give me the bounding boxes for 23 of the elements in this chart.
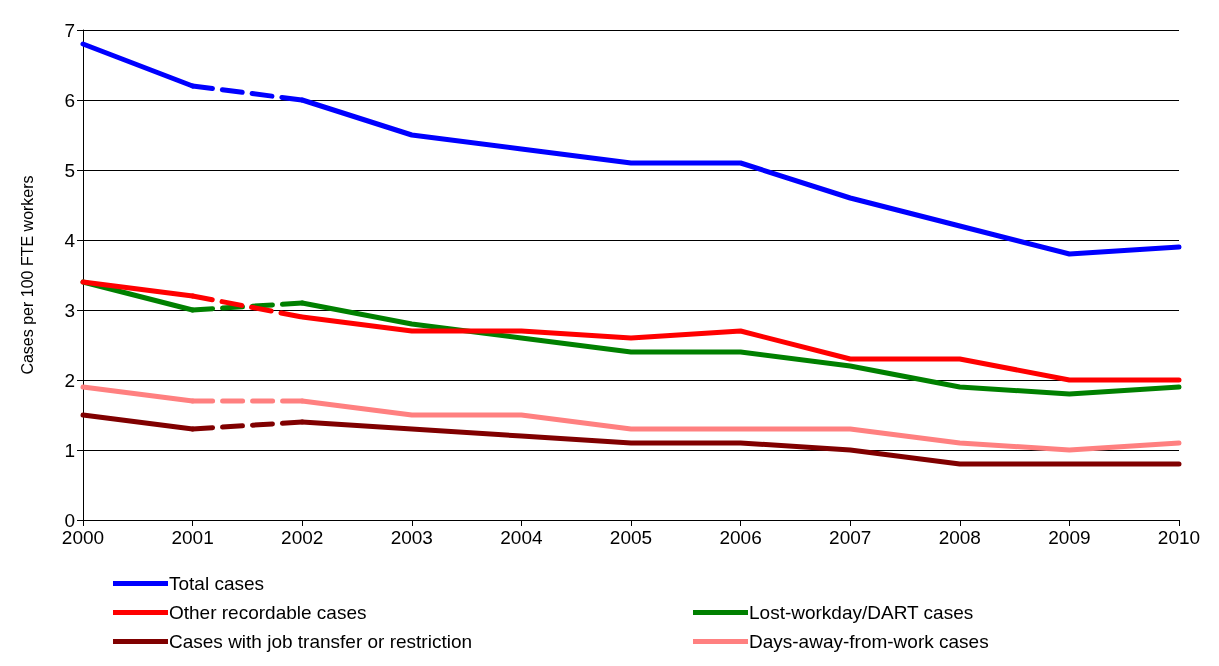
y-tick-label: 5: [64, 159, 75, 181]
x-tick-label: 2006: [719, 527, 762, 548]
x-tick-label: 2010: [1157, 527, 1201, 548]
x-tick-label: 2007: [829, 527, 872, 548]
legend-label: Other recordable cases: [169, 602, 367, 623]
y-tick-label: 6: [64, 89, 75, 111]
legend-label: Total cases: [169, 573, 265, 594]
x-tick-label: 2009: [1048, 527, 1091, 548]
y-tick-label: 3: [64, 299, 75, 321]
legend-label: Cases with job transfer or restriction: [169, 631, 473, 652]
y-tick-label: 2: [64, 369, 75, 391]
y-tick-label: 7: [64, 19, 75, 41]
x-tick-label: 2001: [171, 527, 214, 548]
legend-label: Lost-workday/DART cases: [749, 602, 974, 623]
legend-label: Days-away-from-work cases: [749, 631, 989, 652]
y-tick-label: 1: [64, 439, 75, 461]
y-axis-title: Cases per 100 FTE workers: [18, 175, 36, 375]
x-tick-label: 2005: [609, 527, 653, 548]
x-tick-label: 2008: [938, 527, 981, 548]
y-tick-label: 4: [64, 229, 76, 251]
x-tick-label: 2004: [500, 527, 543, 548]
x-tick-label: 2002: [281, 527, 324, 548]
x-tick-label: 2003: [390, 527, 433, 548]
